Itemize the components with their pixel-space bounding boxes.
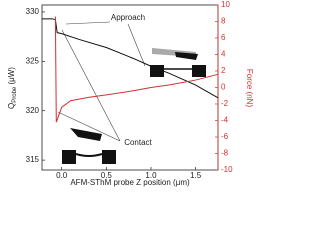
- x-axis-label: AFM-SThM probe Z position (μm): [70, 178, 190, 187]
- y-label-main: Q: [7, 103, 16, 109]
- x-tick-label: 0.0: [56, 171, 68, 180]
- y2-tick-label: 4: [221, 50, 226, 59]
- y2-tick-label: 6: [221, 33, 226, 42]
- chart: AFM-SThM probe Z position (μm) QProbe (μ…: [7, 0, 254, 187]
- annotation: Contact: [124, 138, 152, 147]
- x-tick-label: 0.5: [101, 171, 113, 180]
- y-label-rest: (μW): [7, 67, 16, 87]
- y-tick-label: 325: [26, 56, 40, 65]
- y2-tick-label: -8: [221, 149, 229, 158]
- y2-axis-label: Force (nN): [245, 69, 254, 108]
- y-tick-label: 330: [26, 7, 40, 16]
- y-label-sub: Probe: [12, 86, 18, 103]
- x-tick-label: 1.0: [145, 171, 157, 180]
- y2-tick-label: -6: [221, 132, 229, 141]
- y2-tick-label: 0: [221, 83, 226, 92]
- y2-tick-label: 10: [221, 0, 230, 9]
- y-tick-label: 315: [26, 155, 40, 164]
- arrows: [57, 21, 146, 142]
- y2-tick-label: -10: [221, 165, 233, 174]
- data-line: [54, 16, 219, 123]
- y-tick-label: 320: [26, 106, 40, 115]
- y2-tick-label: -2: [221, 99, 229, 108]
- y2-tick-label: 2: [221, 66, 226, 75]
- y2-tick-label: 8: [221, 17, 226, 26]
- x-tick-label: 1.5: [190, 171, 202, 180]
- annotation: Approach: [111, 13, 145, 22]
- y2-tick-label: -4: [221, 116, 229, 125]
- y-axis-label: QProbe (μW): [7, 67, 17, 109]
- probe-icon: [62, 48, 206, 164]
